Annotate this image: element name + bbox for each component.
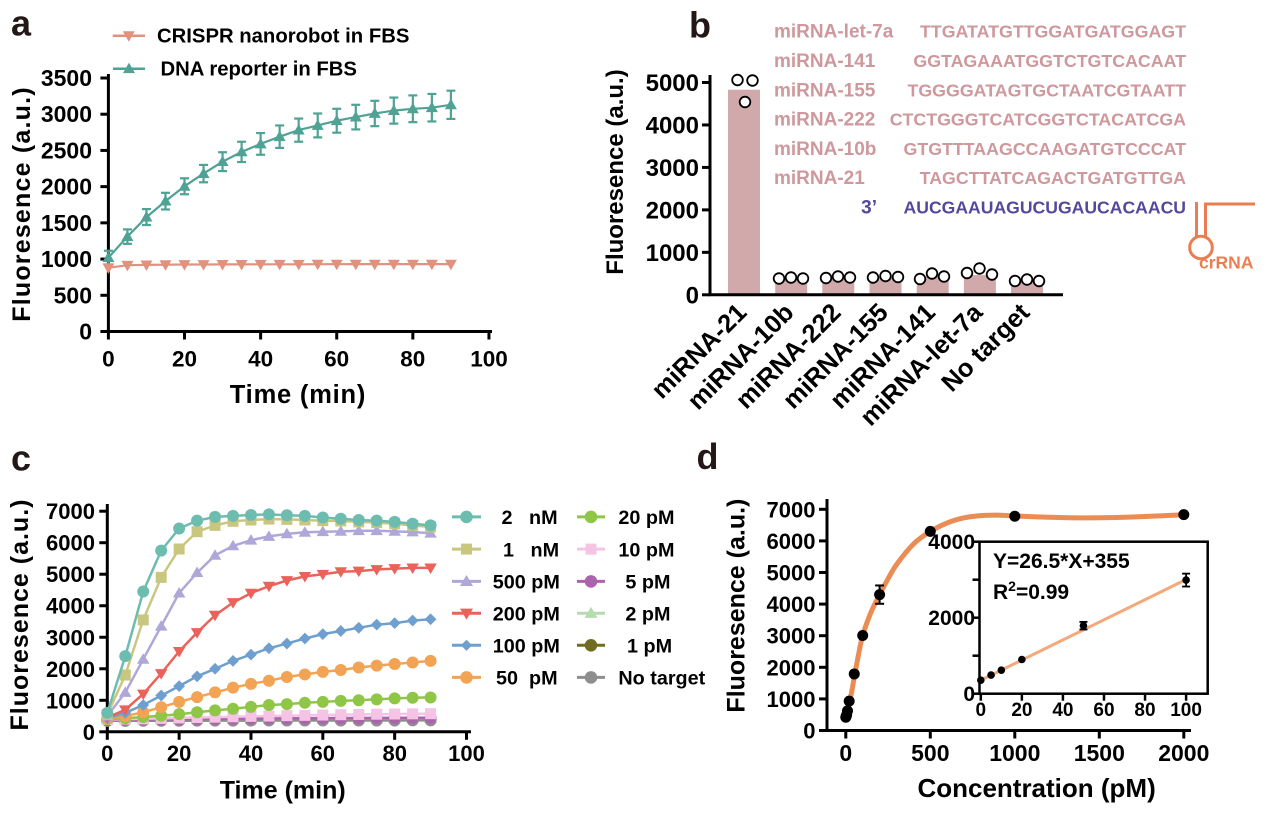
svg-text:miRNA-21: miRNA-21 bbox=[774, 168, 865, 189]
svg-text:miRNA-10b: miRNA-10b bbox=[774, 139, 876, 160]
svg-text:80: 80 bbox=[400, 347, 425, 372]
svg-text:2000: 2000 bbox=[767, 655, 816, 680]
svg-text:0: 0 bbox=[803, 719, 815, 744]
svg-text:0: 0 bbox=[101, 741, 113, 766]
svg-text:Concentration (pM): Concentration (pM) bbox=[917, 773, 1155, 803]
svg-text:3’: 3’ bbox=[861, 198, 877, 219]
svg-text:b: b bbox=[689, 5, 711, 46]
svg-text:d: d bbox=[697, 436, 719, 477]
svg-text:0: 0 bbox=[976, 700, 987, 721]
svg-text:1500: 1500 bbox=[41, 210, 92, 236]
svg-text:2000: 2000 bbox=[41, 174, 92, 200]
svg-text:1000: 1000 bbox=[989, 740, 1040, 766]
svg-text:0: 0 bbox=[83, 720, 95, 745]
svg-text:CRISPR nanorobot in FBS: CRISPR nanorobot in FBS bbox=[157, 26, 409, 48]
svg-text:2000: 2000 bbox=[46, 657, 95, 682]
svg-text:100 pM: 100 pM bbox=[493, 636, 560, 658]
svg-text:3000: 3000 bbox=[767, 624, 816, 649]
svg-text:40: 40 bbox=[239, 741, 263, 766]
svg-text:DNA reporter in FBS: DNA reporter in FBS bbox=[161, 59, 357, 81]
svg-text:5 pM: 5 pM bbox=[625, 572, 670, 594]
svg-text:3000: 3000 bbox=[646, 155, 699, 182]
svg-text:6000: 6000 bbox=[767, 529, 816, 554]
svg-text:0: 0 bbox=[686, 282, 699, 309]
svg-text:AUCGAAUAGUCUGAUCACAACU: AUCGAAUAGUCUGAUCACAACU bbox=[904, 198, 1186, 218]
svg-text:2000: 2000 bbox=[1158, 740, 1209, 766]
svg-text:60: 60 bbox=[324, 347, 349, 372]
svg-text:1000: 1000 bbox=[46, 688, 95, 713]
svg-text:5000: 5000 bbox=[767, 561, 816, 586]
svg-text:2 pM: 2 pM bbox=[625, 604, 670, 626]
svg-text:miRNA-141: miRNA-141 bbox=[774, 51, 876, 72]
svg-text:1000: 1000 bbox=[646, 240, 699, 267]
svg-text:60: 60 bbox=[311, 741, 335, 766]
svg-text:7000: 7000 bbox=[46, 499, 95, 524]
svg-text:6000: 6000 bbox=[46, 531, 95, 556]
svg-text:80: 80 bbox=[1134, 700, 1155, 721]
svg-text:TAGCTTATCAGACTGATGTTGA: TAGCTTATCAGACTGATGTTGA bbox=[920, 168, 1186, 188]
svg-text:500 pM: 500 pM bbox=[493, 572, 560, 594]
svg-text:Time (min): Time (min) bbox=[220, 777, 346, 805]
svg-text:GTGTTTAAGCCAAGATGTCCCAT: GTGTTTAAGCCAAGATGTCCCAT bbox=[904, 139, 1187, 159]
svg-text:100: 100 bbox=[470, 347, 508, 372]
svg-text:2500: 2500 bbox=[41, 137, 92, 163]
svg-text:7000: 7000 bbox=[767, 497, 816, 522]
svg-text:CTCTGGGTCATCGGTCTACATCGA: CTCTGGGTCATCGGTCTACATCGA bbox=[890, 110, 1186, 130]
svg-text:4000: 4000 bbox=[767, 592, 816, 617]
svg-text:R2=0.99: R2=0.99 bbox=[993, 578, 1069, 604]
svg-text:3500: 3500 bbox=[41, 65, 92, 91]
svg-text:miRNA-155: miRNA-155 bbox=[774, 80, 876, 101]
svg-text:80: 80 bbox=[382, 741, 406, 766]
svg-text:3000: 3000 bbox=[46, 625, 95, 650]
svg-text:10 pM: 10 pM bbox=[618, 539, 674, 561]
svg-text:a: a bbox=[11, 2, 32, 43]
svg-text:5000: 5000 bbox=[646, 70, 699, 97]
svg-text:miRNA-222: miRNA-222 bbox=[774, 110, 875, 131]
svg-text:100: 100 bbox=[448, 741, 485, 766]
svg-text:20: 20 bbox=[167, 741, 191, 766]
svg-text:0: 0 bbox=[963, 683, 975, 706]
svg-text:60: 60 bbox=[1093, 700, 1114, 721]
svg-text:50 pM: 50 pM bbox=[496, 668, 558, 690]
svg-text:5000: 5000 bbox=[46, 562, 95, 587]
svg-text:GGTAGAAATGGTCTGTCACAAT: GGTAGAAATGGTCTGTCACAAT bbox=[913, 51, 1186, 71]
svg-text:2000: 2000 bbox=[646, 197, 699, 224]
svg-text:1500: 1500 bbox=[1074, 740, 1125, 766]
svg-text:0: 0 bbox=[839, 740, 852, 766]
svg-text:TTGATATGTTGGATGATGGAGT: TTGATATGTTGGATGATGGAGT bbox=[920, 22, 1186, 42]
svg-text:2 nM: 2 nM bbox=[502, 507, 558, 529]
svg-text:1 nM: 1 nM bbox=[503, 539, 559, 561]
svg-text:20: 20 bbox=[1011, 700, 1032, 721]
svg-text:TGGGGATAGTGCTAATCGTAATT: TGGGGATAGTGCTAATCGTAATT bbox=[907, 80, 1186, 100]
svg-text:c: c bbox=[11, 438, 31, 479]
svg-text:crRNA: crRNA bbox=[1199, 253, 1254, 273]
svg-text:100: 100 bbox=[1170, 700, 1202, 721]
svg-text:0: 0 bbox=[102, 347, 115, 372]
svg-text:1000: 1000 bbox=[767, 687, 816, 712]
svg-text:3000: 3000 bbox=[41, 101, 92, 127]
svg-text:40: 40 bbox=[248, 347, 273, 372]
svg-text:40: 40 bbox=[1052, 700, 1073, 721]
svg-text:Fluoresence (a.u.): Fluoresence (a.u.) bbox=[8, 86, 36, 322]
svg-text:4000: 4000 bbox=[46, 594, 95, 619]
svg-text:20: 20 bbox=[172, 347, 197, 372]
svg-text:miRNA-let-7a: miRNA-let-7a bbox=[774, 22, 894, 43]
svg-text:500: 500 bbox=[54, 282, 92, 308]
svg-text:200 pM: 200 pM bbox=[493, 604, 560, 626]
svg-text:500: 500 bbox=[911, 740, 949, 766]
svg-text:Fluoresence (a.u.): Fluoresence (a.u.) bbox=[602, 69, 629, 274]
svg-text:20 pM: 20 pM bbox=[618, 507, 674, 529]
svg-text:2000: 2000 bbox=[928, 607, 975, 630]
svg-text:0: 0 bbox=[79, 319, 92, 345]
svg-text:1000: 1000 bbox=[41, 246, 92, 272]
svg-text:Y=26.5*X+355: Y=26.5*X+355 bbox=[993, 550, 1130, 573]
svg-text:1 pM: 1 pM bbox=[627, 636, 672, 658]
svg-text:4000: 4000 bbox=[646, 113, 699, 140]
svg-text:Fluoresence (a.u.): Fluoresence (a.u.) bbox=[723, 499, 751, 713]
svg-text:Time (min): Time (min) bbox=[230, 381, 366, 409]
svg-text:Fluoresence (a.u.): Fluoresence (a.u.) bbox=[6, 499, 34, 731]
svg-text:4000: 4000 bbox=[928, 531, 975, 554]
svg-text:No target: No target bbox=[618, 668, 705, 690]
